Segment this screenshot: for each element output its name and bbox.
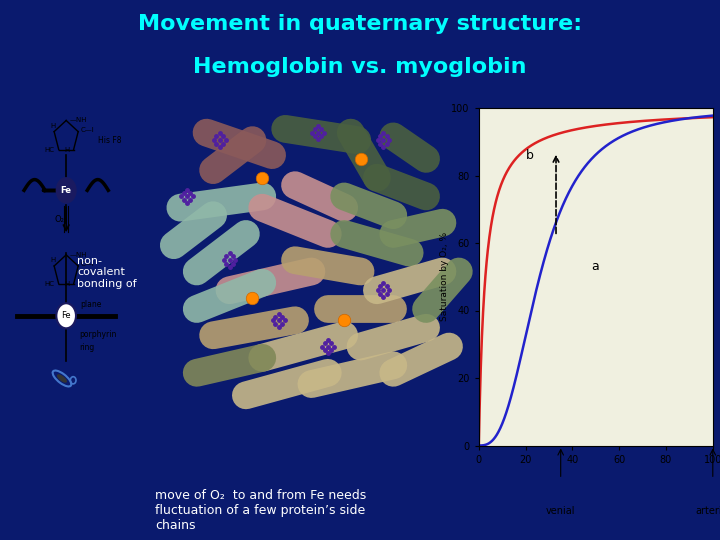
Text: C—I: C—I	[81, 127, 95, 133]
Text: b: b	[526, 148, 534, 161]
Y-axis label: Saturation by O₂, %: Saturation by O₂, %	[440, 232, 449, 321]
Text: H: H	[64, 147, 69, 153]
Text: —NH: —NH	[70, 252, 87, 258]
Text: H: H	[64, 281, 69, 287]
Text: move of O₂  to and from Fe needs
fluctuation of a few protein’s side
chains: move of O₂ to and from Fe needs fluctuat…	[155, 489, 366, 532]
Text: C—I: C—I	[81, 261, 95, 267]
Text: arterial: arterial	[695, 507, 720, 516]
Text: ring: ring	[78, 343, 94, 352]
Text: porphyrin: porphyrin	[78, 330, 116, 339]
Text: Hemoglobin vs. myoglobin: Hemoglobin vs. myoglobin	[193, 57, 527, 77]
Text: Fe: Fe	[60, 186, 72, 195]
Text: HC: HC	[45, 281, 55, 287]
Text: O₂: O₂	[55, 214, 65, 224]
Text: plane: plane	[80, 300, 102, 309]
Text: Movement in quaternary structure:: Movement in quaternary structure:	[138, 14, 582, 33]
Circle shape	[56, 178, 76, 203]
Text: H: H	[51, 123, 56, 129]
Text: His F8: His F8	[99, 136, 122, 145]
Text: venial: venial	[546, 507, 575, 516]
Text: H: H	[51, 258, 56, 264]
Text: —NH: —NH	[70, 118, 87, 124]
Ellipse shape	[58, 375, 66, 382]
Text: Fe: Fe	[61, 311, 71, 320]
Text: a: a	[591, 260, 599, 273]
Text: non-
covalent
bonding of: non- covalent bonding of	[78, 256, 137, 289]
Text: HC: HC	[45, 147, 55, 153]
Circle shape	[56, 303, 76, 328]
